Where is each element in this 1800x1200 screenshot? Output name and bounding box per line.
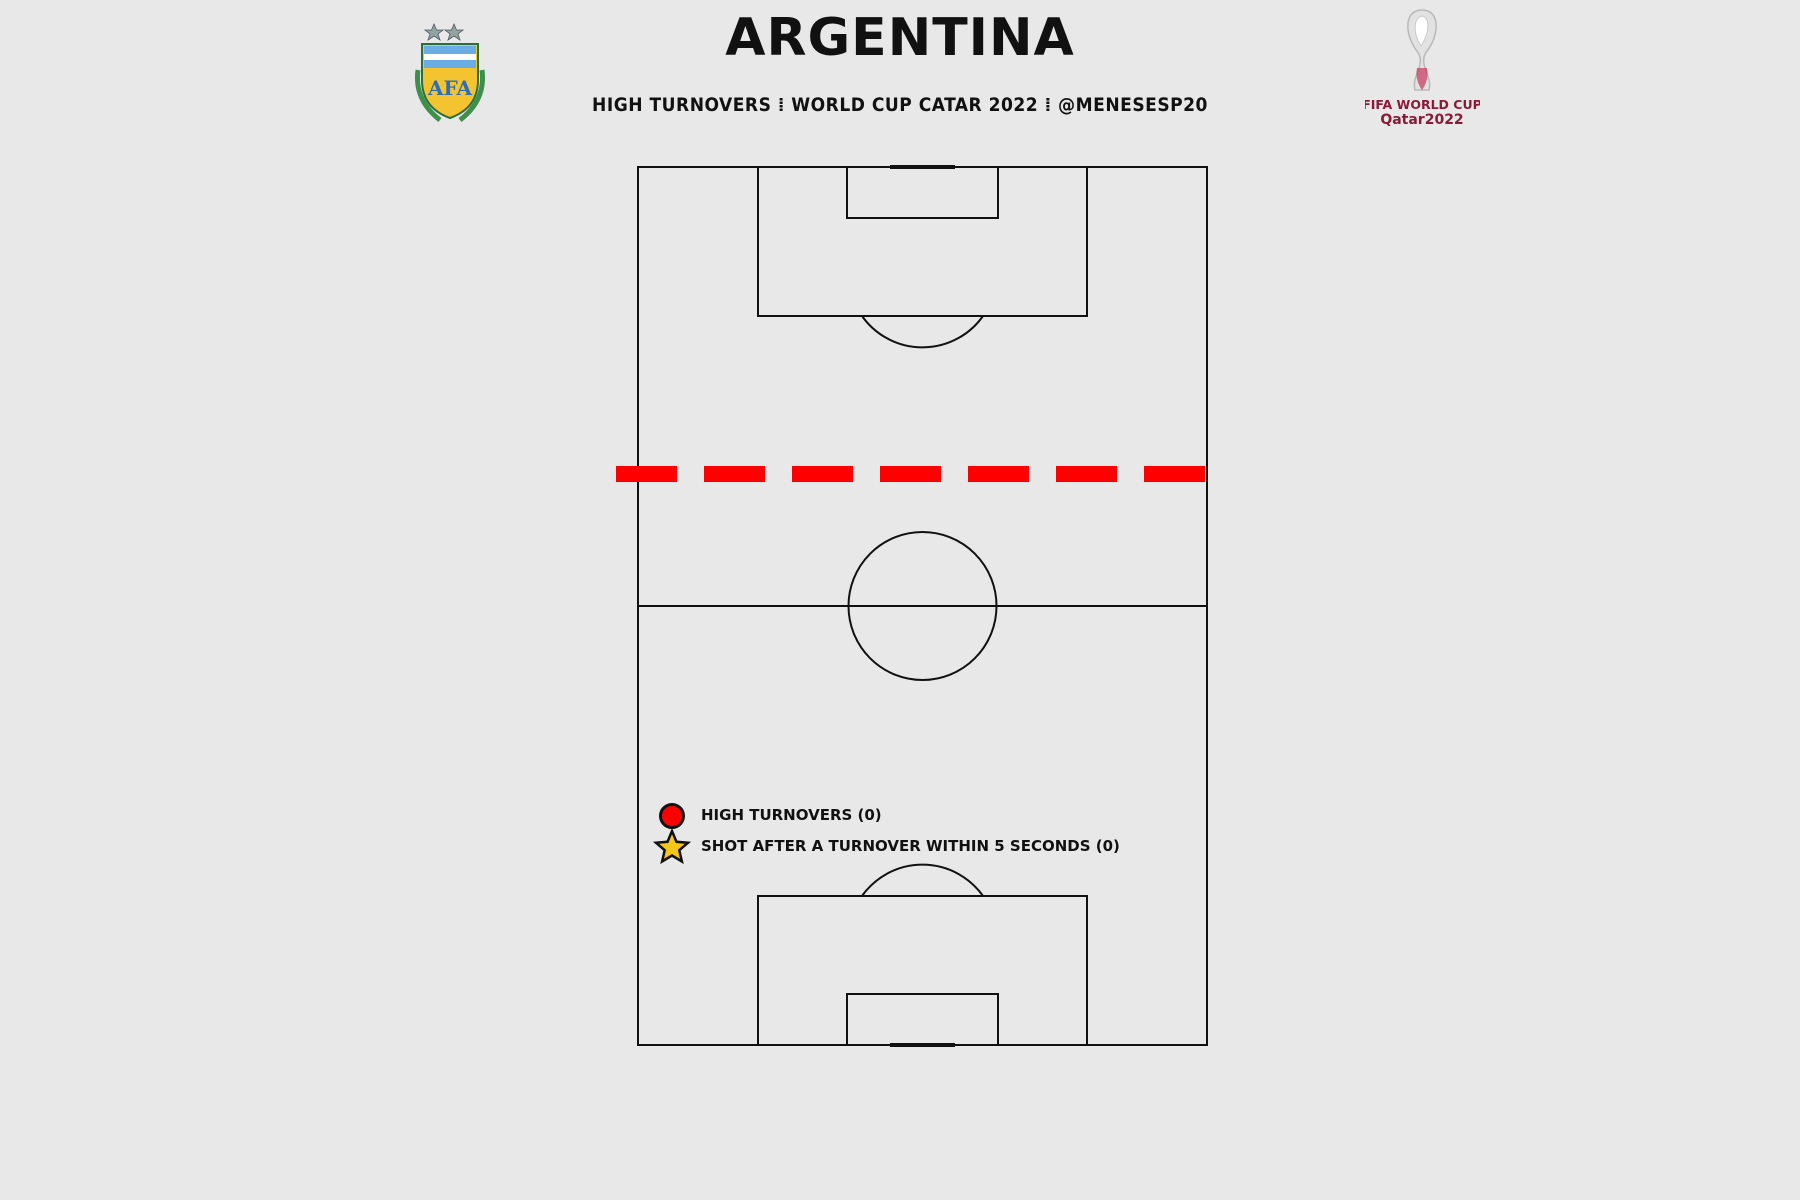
- page-subtitle: HIGH TURNOVERS ⁞ WORLD CUP CATAR 2022 ⁞ …: [592, 94, 1208, 116]
- legend-turnover-label: HIGH TURNOVERS (0): [701, 806, 882, 824]
- top-goal-box: [846, 166, 999, 219]
- legend: HIGH TURNOVERS (0) SHOT AFTER A TURNOVER…: [652, 803, 1120, 865]
- afa-logo-text: AFA: [427, 76, 473, 100]
- afa-crest-logo: AFA: [414, 22, 486, 122]
- legend-turnover-marker: [659, 803, 685, 829]
- legend-shot-marker: [652, 827, 692, 865]
- legend-shot-label: SHOT AFTER A TURNOVER WITHIN 5 SECONDS (…: [701, 837, 1120, 855]
- page-title: ARGENTINA: [725, 8, 1075, 68]
- fifa-world-cup-logo: FIFA WORLD CUP Qatar2022: [1365, 9, 1480, 128]
- top-penalty-arc: [861, 315, 984, 349]
- fifa-logo-line1: FIFA WORLD CUP: [1365, 97, 1480, 112]
- bottom-goal-box: [846, 993, 999, 1046]
- fifa-logo-line2: Qatar2022: [1380, 112, 1463, 128]
- centre-circle: [847, 531, 998, 681]
- top-penalty-box: [757, 166, 1088, 317]
- bottom-penalty-box: [757, 895, 1088, 1046]
- bottom-penalty-arc: [861, 863, 984, 897]
